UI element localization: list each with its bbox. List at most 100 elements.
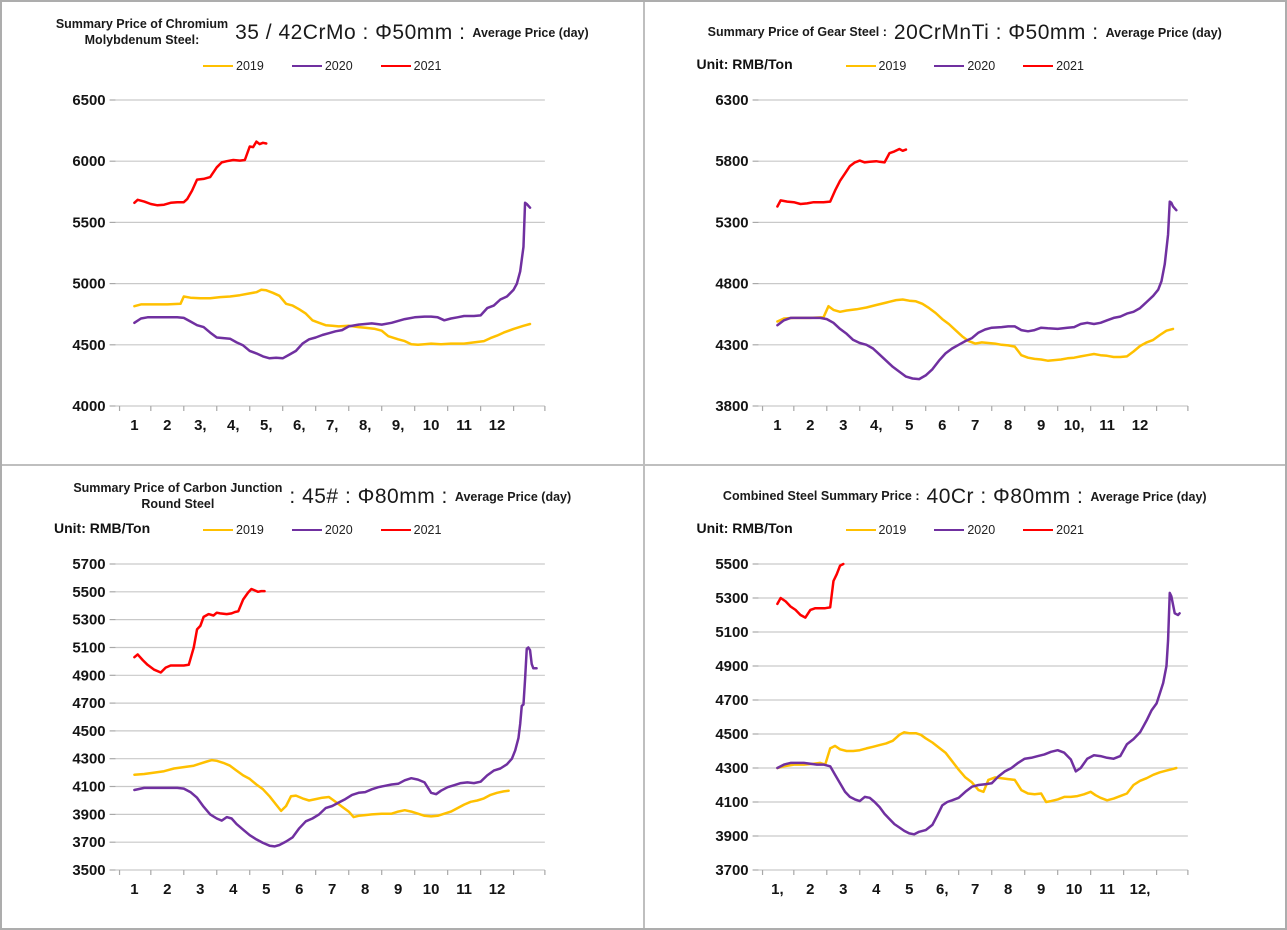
legend-item-2021: 2021 <box>1023 523 1084 537</box>
legend-item-2019: 2019 <box>203 523 264 537</box>
svg-text:4000: 4000 <box>72 398 105 415</box>
legend-swatch-2020 <box>291 529 322 531</box>
legend-item-2019: 2019 <box>845 59 907 73</box>
svg-text:3900: 3900 <box>72 806 105 823</box>
legend: 2019 2020 2021 <box>2 59 643 73</box>
svg-text:4300: 4300 <box>715 337 748 354</box>
svg-text:4500: 4500 <box>72 337 105 354</box>
svg-text:3500: 3500 <box>72 862 105 879</box>
svg-text:12: 12 <box>489 881 506 898</box>
legend-swatch-2020 <box>934 529 965 531</box>
legend-item-2021: 2021 <box>380 59 442 73</box>
chart-meta: Unit: RMB/Ton 2019 2020 2021 <box>645 518 1286 544</box>
svg-text:5500: 5500 <box>72 584 105 601</box>
chart-meta: Unit: RMB/Ton 2019 2020 2021 <box>645 54 1286 80</box>
svg-text:4100: 4100 <box>715 794 748 811</box>
svg-text:3,: 3, <box>194 417 206 434</box>
svg-text:1: 1 <box>130 881 138 898</box>
svg-text:9: 9 <box>1036 417 1044 434</box>
plot-area-carbon-round-steel: 3500 3700 3900 4100 4300 4500 4700 4900 5100 5300… <box>72 556 546 898</box>
svg-text:4300: 4300 <box>72 751 105 768</box>
legend-swatch-2021 <box>1023 65 1054 67</box>
chart-title-suffix: Average Price (day) <box>472 25 589 40</box>
legend-swatch-2020 <box>934 65 965 67</box>
svg-text:8: 8 <box>1004 417 1012 434</box>
legend-label-2019: 2019 <box>236 59 264 73</box>
svg-text:4900: 4900 <box>715 658 748 675</box>
svg-text:1: 1 <box>130 417 138 434</box>
legend: 2019 2020 2021 <box>2 523 643 537</box>
svg-text:5300: 5300 <box>72 612 105 629</box>
svg-text:12: 12 <box>1131 417 1148 434</box>
legend-label-2021: 2021 <box>1056 59 1084 73</box>
legend-swatch-2019 <box>845 529 876 531</box>
legend-item-2020: 2020 <box>934 59 995 73</box>
svg-text:4700: 4700 <box>72 695 105 712</box>
chart-title: Summary Price of Chromium Molybdenum Ste… <box>2 2 643 54</box>
chart-title-prefix: Combined Steel Summary Price : <box>722 488 920 503</box>
svg-text:3700: 3700 <box>715 862 748 879</box>
svg-text:4300: 4300 <box>715 760 748 777</box>
svg-text:7: 7 <box>328 881 336 898</box>
svg-text:8: 8 <box>1004 881 1012 898</box>
svg-text:4800: 4800 <box>715 276 748 293</box>
chart-title: Summary Price of Carbon Junction Round S… <box>2 466 643 518</box>
svg-text:6: 6 <box>938 417 946 434</box>
chart-title-suffix: Average Price (day) <box>1105 25 1222 40</box>
svg-text:12,: 12, <box>1129 881 1150 898</box>
chart-cell-carbon-round-steel: Summary Price of Carbon Junction Round S… <box>2 466 643 928</box>
svg-text:5100: 5100 <box>715 624 748 641</box>
svg-text:2: 2 <box>163 417 171 434</box>
plot-area-combined-steel: 3700 3900 4100 4300 4500 4700 4900 5100 5300 5500… <box>715 556 1188 898</box>
svg-text:5800: 5800 <box>715 153 748 170</box>
svg-text:3900: 3900 <box>715 828 748 845</box>
chart-title-prefix: Summary Price of Carbon Junction Round S… <box>73 480 283 511</box>
legend-label-2021: 2021 <box>413 59 442 73</box>
svg-text:4700: 4700 <box>715 692 748 709</box>
legend-label-2019: 2019 <box>878 59 907 73</box>
unit-label: Unit: RMB/Ton <box>696 520 793 536</box>
legend-label-2021: 2021 <box>413 523 442 537</box>
legend-item-2020: 2020 <box>291 523 353 537</box>
svg-text:5700: 5700 <box>72 556 105 573</box>
legend-item-2020: 2020 <box>934 523 995 537</box>
legend-label-2020: 2020 <box>967 523 996 537</box>
svg-text:5,: 5, <box>260 417 272 434</box>
svg-text:5000: 5000 <box>72 276 105 293</box>
svg-text:5100: 5100 <box>72 639 105 656</box>
chart-title: Combined Steel Summary Price : 40Cr : Φ8… <box>645 466 1286 518</box>
svg-text:10: 10 <box>1065 881 1082 898</box>
svg-text:6,: 6, <box>293 417 305 434</box>
svg-text:5: 5 <box>905 417 913 434</box>
svg-text:9,: 9, <box>392 417 404 434</box>
chart-title-prefix: Summary Price of Gear Steel : <box>707 24 887 39</box>
svg-text:10: 10 <box>423 881 440 898</box>
svg-text:6300: 6300 <box>715 92 748 109</box>
legend-label-2020: 2020 <box>967 59 996 73</box>
svg-text:5300: 5300 <box>715 590 748 607</box>
svg-text:11: 11 <box>456 417 472 434</box>
svg-text:11: 11 <box>1099 881 1115 898</box>
svg-text:4500: 4500 <box>72 723 105 740</box>
svg-text:4,: 4, <box>227 417 239 434</box>
chart-title-spec: 20CrMnTi : Φ50mm : <box>893 20 1099 44</box>
legend-label-2021: 2021 <box>1056 523 1084 537</box>
chart-title-spec: 40Cr : Φ80mm : <box>926 484 1084 508</box>
svg-text:1: 1 <box>773 417 781 434</box>
legend-swatch-2019 <box>203 65 234 67</box>
chart-title-suffix: Average Price (day) <box>454 489 572 504</box>
svg-text:4100: 4100 <box>72 778 105 795</box>
svg-text:7: 7 <box>971 417 979 434</box>
legend-item-2020: 2020 <box>291 59 353 73</box>
svg-text:8: 8 <box>361 881 369 898</box>
legend-swatch-2019 <box>845 65 876 67</box>
svg-text:4: 4 <box>229 881 238 898</box>
svg-text:3: 3 <box>839 881 847 898</box>
legend-item-2021: 2021 <box>380 523 442 537</box>
svg-text:3700: 3700 <box>72 834 105 851</box>
chart-title: Summary Price of Gear Steel : 20CrMnTi :… <box>645 2 1286 54</box>
svg-text:5300: 5300 <box>715 214 748 231</box>
legend-swatch-2020 <box>291 65 322 67</box>
